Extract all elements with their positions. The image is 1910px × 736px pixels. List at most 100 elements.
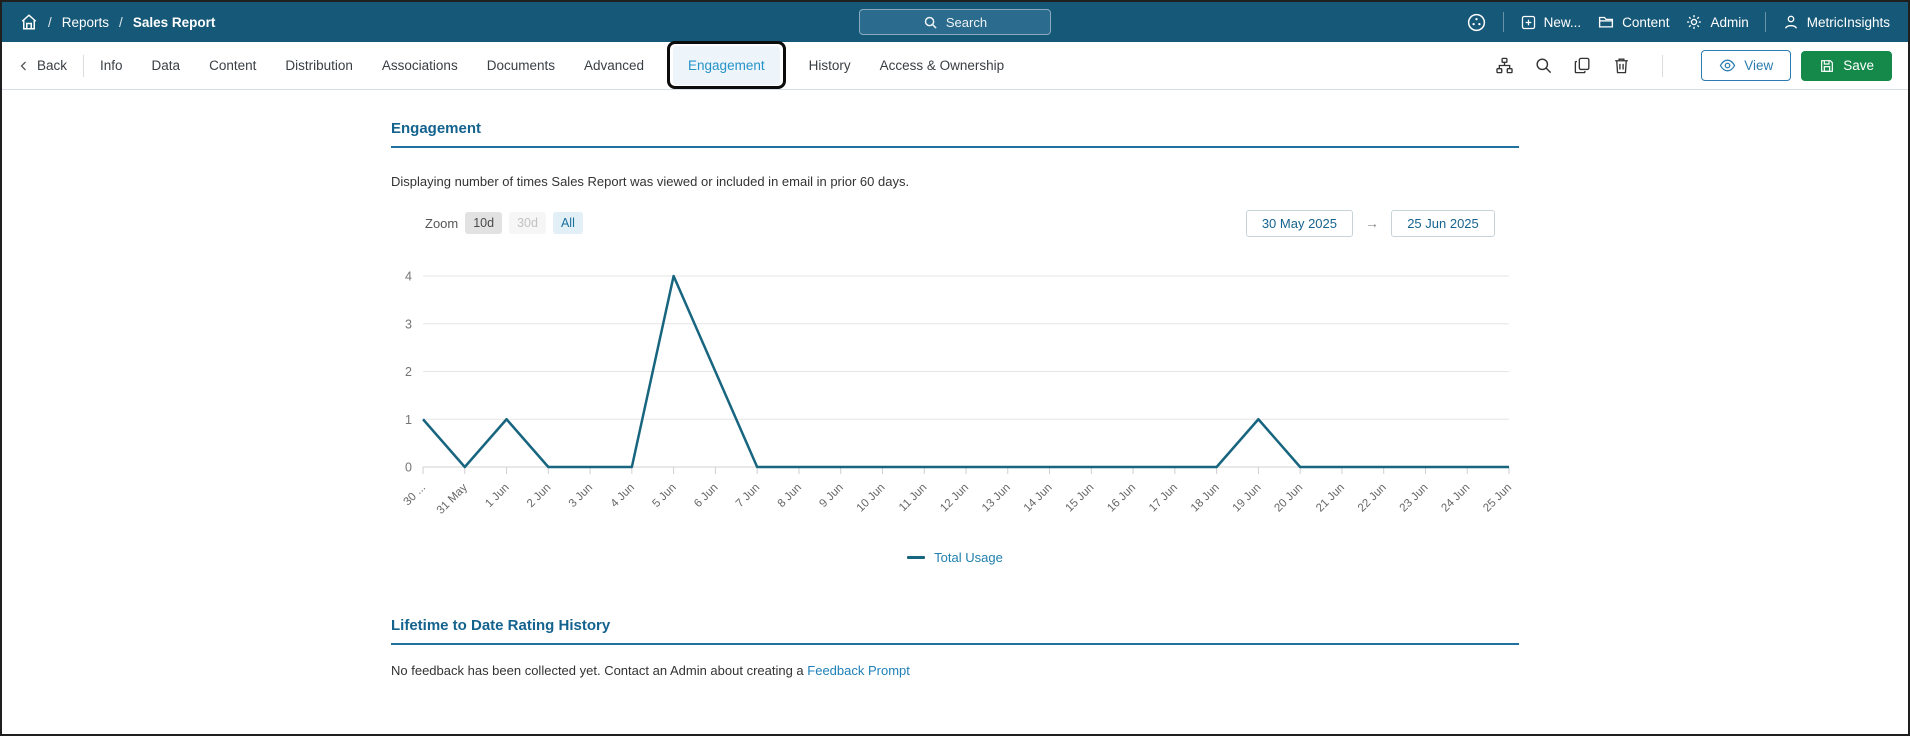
eye-icon — [1719, 57, 1736, 74]
engagement-chart-container: 0 1 2 3 4 30 ... 31 May 1 Jun 2 Jun 3 Jun 4 Jun 5 J… — [391, 241, 1519, 544]
svg-text:13 Jun: 13 Jun — [980, 482, 1013, 515]
global-search-input[interactable]: Search — [859, 9, 1051, 35]
tab-engagement[interactable]: Engagement — [667, 41, 786, 89]
breadcrumb-reports[interactable]: Reports — [61, 14, 110, 30]
svg-text:16 Jun: 16 Jun — [1105, 482, 1138, 515]
svg-text:15 Jun: 15 Jun — [1064, 482, 1097, 515]
date-to-input[interactable]: 25 Jun 2025 — [1391, 209, 1495, 237]
chevron-left-icon — [18, 60, 30, 72]
save-disk-icon — [1819, 58, 1835, 74]
user-menu[interactable]: MetricInsights — [1782, 13, 1890, 31]
svg-text:18 Jun: 18 Jun — [1189, 482, 1222, 515]
svg-text:12 Jun: 12 Jun — [938, 482, 971, 515]
engagement-section-title: Engagement — [391, 120, 1519, 148]
save-label: Save — [1843, 58, 1874, 73]
tab-history[interactable]: History — [808, 58, 851, 73]
tab-data[interactable]: Data — [151, 58, 181, 73]
breadcrumb-separator: / — [119, 14, 123, 30]
home-icon[interactable] — [20, 13, 38, 31]
user-label: MetricInsights — [1806, 14, 1890, 30]
tab-info[interactable]: Info — [100, 58, 123, 73]
svg-text:30 ...: 30 ... — [402, 482, 429, 509]
tabbar-actions: View Save — [1490, 50, 1892, 81]
svg-text:4: 4 — [405, 270, 412, 284]
content-label: Content — [1622, 14, 1670, 30]
svg-text:8 Jun: 8 Jun — [776, 482, 804, 510]
editor-tabbar: Back Info Data Content Distribution Asso… — [2, 41, 1908, 90]
svg-text:1 Jun: 1 Jun — [483, 482, 511, 510]
svg-text:21 Jun: 21 Jun — [1314, 482, 1347, 515]
tab-associations[interactable]: Associations — [381, 58, 458, 73]
admin-label: Admin — [1710, 14, 1749, 30]
top-navbar: / Reports / Sales Report Search — [2, 2, 1908, 42]
svg-text:14 Jun: 14 Jun — [1022, 482, 1055, 515]
tab-documents[interactable]: Documents — [486, 58, 555, 73]
tabbar-divider — [1662, 54, 1664, 77]
search-label: Search — [945, 14, 988, 30]
delete-trash-icon[interactable] — [1607, 51, 1636, 80]
back-button[interactable]: Back — [18, 58, 67, 73]
date-range: 30 May 2025 → 25 Jun 2025 — [1245, 209, 1495, 237]
zoom-10d-button[interactable]: 10d — [465, 212, 503, 234]
new-label: New... — [1543, 14, 1582, 30]
engagement-description: Displaying number of times Sales Report … — [391, 174, 910, 189]
svg-text:3 Jun: 3 Jun — [567, 482, 595, 510]
view-label: View — [1744, 58, 1774, 73]
svg-text:1: 1 — [405, 413, 412, 427]
svg-text:2: 2 — [405, 365, 412, 379]
svg-text:7 Jun: 7 Jun — [734, 482, 762, 510]
breadcrumb-sales-report: Sales Report — [132, 14, 216, 30]
svg-text:0: 0 — [405, 461, 412, 475]
view-button[interactable]: View — [1701, 50, 1792, 81]
tab-list: Info Data Content Distribution Associati… — [100, 41, 1005, 89]
zoom-controls: Zoom 10d 30d All — [425, 212, 583, 234]
chart-toolbar: Zoom 10d 30d All 30 May 2025 → 25 Jun 20… — [391, 209, 1519, 237]
legend-label: Total Usage — [934, 550, 1003, 565]
svg-text:23 Jun: 23 Jun — [1398, 482, 1431, 515]
content-menu[interactable]: Content — [1597, 13, 1669, 31]
zoom-all-button[interactable]: All — [552, 212, 583, 234]
tab-engagement-label: Engagement — [688, 58, 765, 73]
svg-text:11 Jun: 11 Jun — [897, 482, 929, 514]
date-from-input[interactable]: 30 May 2025 — [1245, 209, 1353, 237]
search-icon — [923, 15, 938, 30]
tab-advanced[interactable]: Advanced — [583, 58, 645, 73]
tab-access-ownership[interactable]: Access & Ownership — [879, 58, 1005, 73]
zoom-30d-button[interactable]: 30d — [509, 212, 546, 234]
duplicate-icon[interactable] — [1568, 51, 1597, 80]
engagement-line-chart: 0 1 2 3 4 30 ... 31 May 1 Jun 2 Jun 3 Jun 4 Jun 5 J… — [402, 270, 1515, 517]
svg-text:17 Jun: 17 Jun — [1147, 482, 1180, 515]
gear-icon — [1685, 13, 1703, 31]
svg-text:22 Jun: 22 Jun — [1356, 482, 1389, 515]
dots-circle-icon[interactable] — [1466, 12, 1487, 33]
breadcrumb: / Reports / Sales Report — [20, 13, 215, 31]
folder-icon — [1597, 13, 1615, 31]
svg-text:3: 3 — [405, 317, 412, 331]
svg-text:25 Jun: 25 Jun — [1481, 482, 1514, 515]
navbar-divider — [1764, 12, 1766, 32]
navbar-divider — [1502, 12, 1504, 32]
svg-text:31 May: 31 May — [435, 481, 470, 516]
navbar-actions: New... Content Admin — [1466, 12, 1890, 33]
feedback-prompt-link[interactable]: Feedback Prompt — [807, 663, 910, 678]
sitemap-icon[interactable] — [1490, 51, 1519, 80]
svg-text:19 Jun: 19 Jun — [1231, 482, 1264, 515]
svg-text:4 Jun: 4 Jun — [609, 482, 637, 510]
tab-distribution[interactable]: Distribution — [285, 58, 353, 73]
save-button[interactable]: Save — [1801, 50, 1892, 81]
chart-legend-item[interactable]: Total Usage — [391, 550, 1519, 565]
svg-text:10 Jun: 10 Jun — [855, 482, 888, 515]
new-button[interactable]: New... — [1520, 14, 1582, 31]
legend-line-swatch — [907, 556, 926, 559]
zoom-label: Zoom — [425, 215, 459, 231]
svg-text:5 Jun: 5 Jun — [650, 482, 678, 510]
plus-square-icon — [1520, 14, 1537, 31]
search-content-icon[interactable] — [1529, 51, 1558, 80]
rating-history-section: Lifetime to Date Rating History No feedb… — [391, 617, 1519, 678]
admin-menu[interactable]: Admin — [1685, 13, 1749, 31]
tab-content[interactable]: Content — [209, 58, 257, 73]
svg-text:24 Jun: 24 Jun — [1439, 482, 1472, 515]
date-range-arrow: → — [1365, 215, 1379, 231]
rating-section-title: Lifetime to Date Rating History — [391, 617, 1519, 645]
